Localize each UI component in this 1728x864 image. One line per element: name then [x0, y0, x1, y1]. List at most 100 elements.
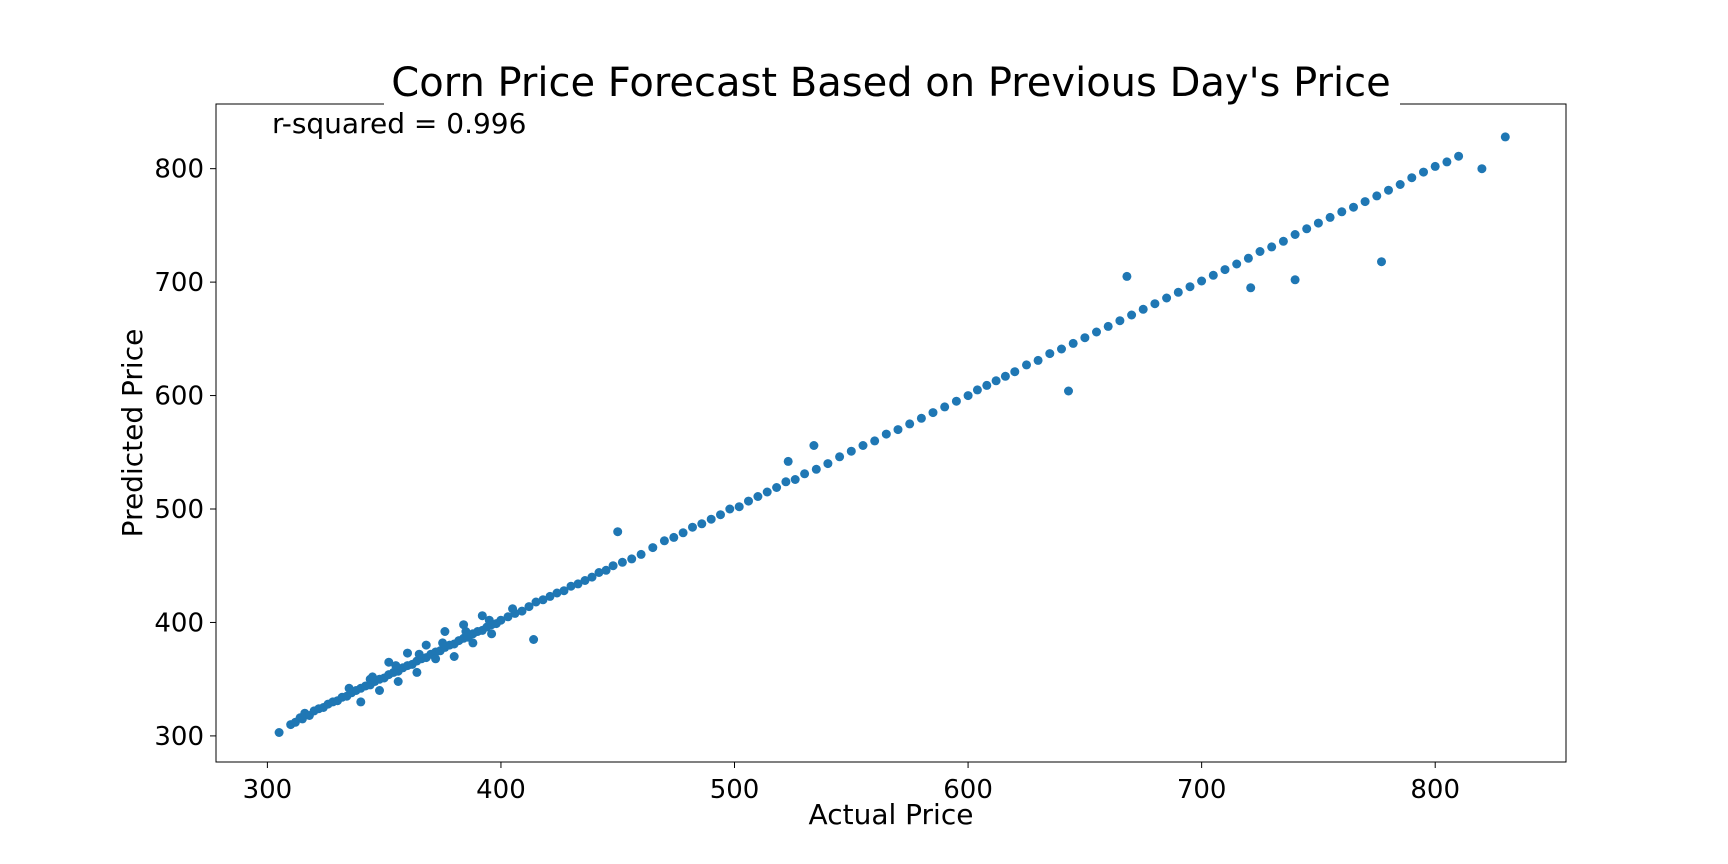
data-point — [1197, 276, 1207, 286]
data-point — [403, 648, 412, 658]
data-point — [678, 528, 688, 538]
data-point — [566, 581, 576, 591]
data-point — [1349, 202, 1358, 212]
data-point — [697, 519, 707, 529]
chart-title: Corn Price Forecast Based on Previous Da… — [391, 60, 1390, 106]
data-point — [800, 469, 810, 479]
data-point — [1138, 304, 1148, 314]
data-point — [881, 429, 891, 439]
data-point — [916, 413, 926, 423]
data-point — [636, 549, 646, 559]
data-point — [1092, 327, 1101, 337]
data-point — [503, 612, 513, 622]
data-point — [414, 649, 424, 659]
data-point — [449, 652, 459, 661]
data-point — [375, 686, 384, 695]
data-point — [781, 477, 791, 487]
data-point — [1267, 242, 1277, 252]
data-point — [559, 586, 569, 596]
data-point — [1080, 333, 1090, 343]
data-point — [1150, 299, 1160, 309]
data-point — [783, 456, 793, 466]
data-point — [1290, 230, 1300, 239]
data-point — [440, 627, 450, 636]
data-point — [753, 492, 763, 501]
data-point — [1127, 310, 1137, 320]
data-point — [648, 543, 658, 553]
x-axis-label: Actual Price — [809, 798, 974, 831]
data-point — [1057, 344, 1066, 354]
data-point — [356, 697, 366, 707]
data-point — [468, 638, 478, 648]
data-point — [496, 615, 506, 625]
data-point — [545, 591, 555, 601]
data-point — [461, 627, 471, 636]
data-point — [1407, 173, 1417, 183]
x-tick-label: 300 — [243, 775, 293, 805]
data-point — [734, 502, 744, 512]
data-point — [688, 522, 697, 532]
data-point — [477, 611, 487, 621]
data-point — [1500, 132, 1510, 142]
data-point — [384, 657, 394, 667]
data-point — [1384, 185, 1393, 195]
data-point — [517, 606, 527, 616]
data-point — [669, 532, 679, 542]
x-tick-label: 800 — [1410, 775, 1460, 805]
data-point — [459, 620, 469, 630]
data-point — [1064, 386, 1073, 396]
y-tick-label: 500 — [154, 495, 204, 525]
data-point — [1278, 236, 1288, 246]
data-point — [344, 683, 354, 693]
data-point — [438, 638, 448, 648]
data-point — [706, 514, 716, 524]
x-tick-label: 500 — [710, 775, 760, 805]
data-point — [982, 380, 992, 390]
data-point — [580, 576, 590, 585]
data-point — [1162, 293, 1172, 303]
data-point — [811, 464, 821, 474]
y-tick-label: 300 — [154, 722, 204, 752]
data-point — [1185, 282, 1195, 292]
data-point — [393, 677, 403, 686]
data-point — [1442, 157, 1452, 167]
y-tick-label: 400 — [154, 608, 204, 638]
data-point — [762, 487, 772, 497]
data-point — [1325, 212, 1335, 222]
x-axis-ticks: 300 400 500 600 700 800 — [243, 762, 1460, 805]
data-point — [725, 504, 735, 514]
data-point — [928, 408, 938, 418]
data-point — [1173, 287, 1183, 297]
data-point — [1232, 259, 1242, 269]
data-point — [538, 595, 548, 605]
data-point — [1243, 253, 1253, 263]
data-point — [508, 604, 518, 614]
data-point — [573, 579, 583, 589]
data-point — [835, 452, 845, 462]
data-point — [601, 565, 611, 575]
data-point — [1068, 338, 1078, 348]
data-point — [1430, 161, 1440, 171]
data-point — [487, 629, 497, 639]
data-point — [1115, 316, 1125, 326]
y-axis-label: Predicted Price — [116, 329, 149, 538]
data-point — [1454, 151, 1464, 161]
data-point — [991, 376, 1001, 386]
data-point — [1022, 360, 1031, 370]
data-point — [809, 441, 819, 450]
data-point — [1103, 321, 1113, 331]
title-background — [384, 56, 1400, 114]
data-point — [940, 402, 950, 412]
data-point — [951, 396, 961, 406]
data-point — [858, 441, 868, 450]
data-point — [1122, 271, 1132, 281]
data-point — [905, 419, 915, 429]
data-point — [1290, 275, 1300, 285]
data-point — [484, 615, 494, 625]
data-point — [617, 557, 627, 567]
data-point — [716, 510, 725, 520]
y-axis-ticks: 300 400 500 600 700 800 — [154, 155, 216, 752]
y-tick-label: 800 — [154, 155, 204, 185]
data-point — [587, 572, 597, 582]
